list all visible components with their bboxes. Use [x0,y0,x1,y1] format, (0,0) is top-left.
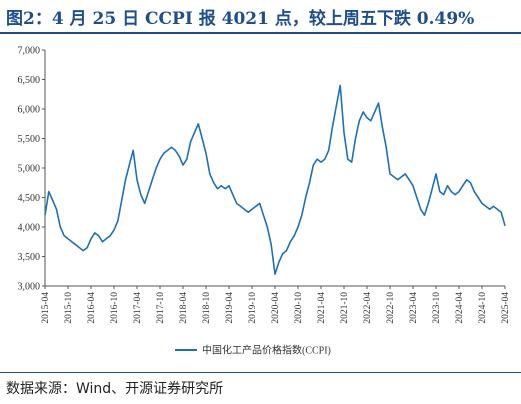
chart-area: 3,000 3,500 4,000 4,500 5,000 5,500 6,000 6,500… [0,34,521,370]
y-tick-label: 6,000 [18,105,41,116]
chart-legend: 中国化工产品价格指数(CCPI) [175,344,331,357]
x-tick-label: 2023-04 [409,292,419,324]
y-tick-label: 6,500 [18,75,41,86]
chart-axes [44,50,505,287]
x-tick-label: 2019-10 [248,292,258,324]
title-divider [0,32,521,34]
source-note: 数据来源：Wind、开源证券研究所 [6,381,224,397]
x-tick-label: 2015-04 [41,292,51,324]
y-axis-ticks: 3,000 3,500 4,000 4,500 5,000 5,500 6,000 6,500… [18,46,45,293]
x-tick-label: 2015-10 [64,292,74,324]
x-tick-label: 2018-10 [202,292,212,324]
x-axis-ticks: 2015-04 2015-10 2016-04 2016-10 2017-04 2017-… [41,286,511,324]
series-group [44,84,506,275]
chart-title: 图2：4 月 25 日 CCPI 报 4021 点，较上周五下跌 0.49% [6,9,475,29]
x-tick-label: 2017-04 [133,292,143,324]
x-tick-label: 2024-04 [455,292,465,324]
x-tick-label: 2016-10 [110,292,120,324]
y-tick-label: 3,000 [18,282,41,293]
x-tick-label: 2021-04 [317,292,327,324]
x-tick-label: 2022-04 [363,292,373,324]
source-divider [0,372,521,373]
x-tick-label: 2021-10 [340,292,350,324]
x-tick-label: 2020-10 [294,292,304,324]
ccpi-series-line [44,84,506,275]
x-tick-label: 2017-10 [156,292,166,324]
x-tick-label: 2024-10 [478,292,488,324]
x-tick-label: 2020-04 [271,292,281,324]
y-tick-label: 4,000 [18,223,41,234]
x-tick-label: 2018-04 [179,292,189,324]
y-tick-label: 5,000 [18,164,41,175]
x-tick-label: 2019-04 [225,292,235,324]
x-tick-label: 2025-04 [501,292,511,324]
y-tick-label: 3,500 [18,252,41,263]
ccpi-line-chart: 3,000 3,500 4,000 4,500 5,000 5,500 6,000 6,500… [18,46,512,357]
y-tick-label: 5,500 [18,134,41,145]
x-tick-label: 2023-10 [432,292,442,324]
x-tick-label: 2016-04 [87,292,97,324]
x-tick-label: 2022-10 [386,292,396,324]
y-tick-label: 4,500 [18,193,41,204]
y-tick-label: 7,000 [18,46,41,57]
legend-label: 中国化工产品价格指数(CCPI) [202,344,331,357]
